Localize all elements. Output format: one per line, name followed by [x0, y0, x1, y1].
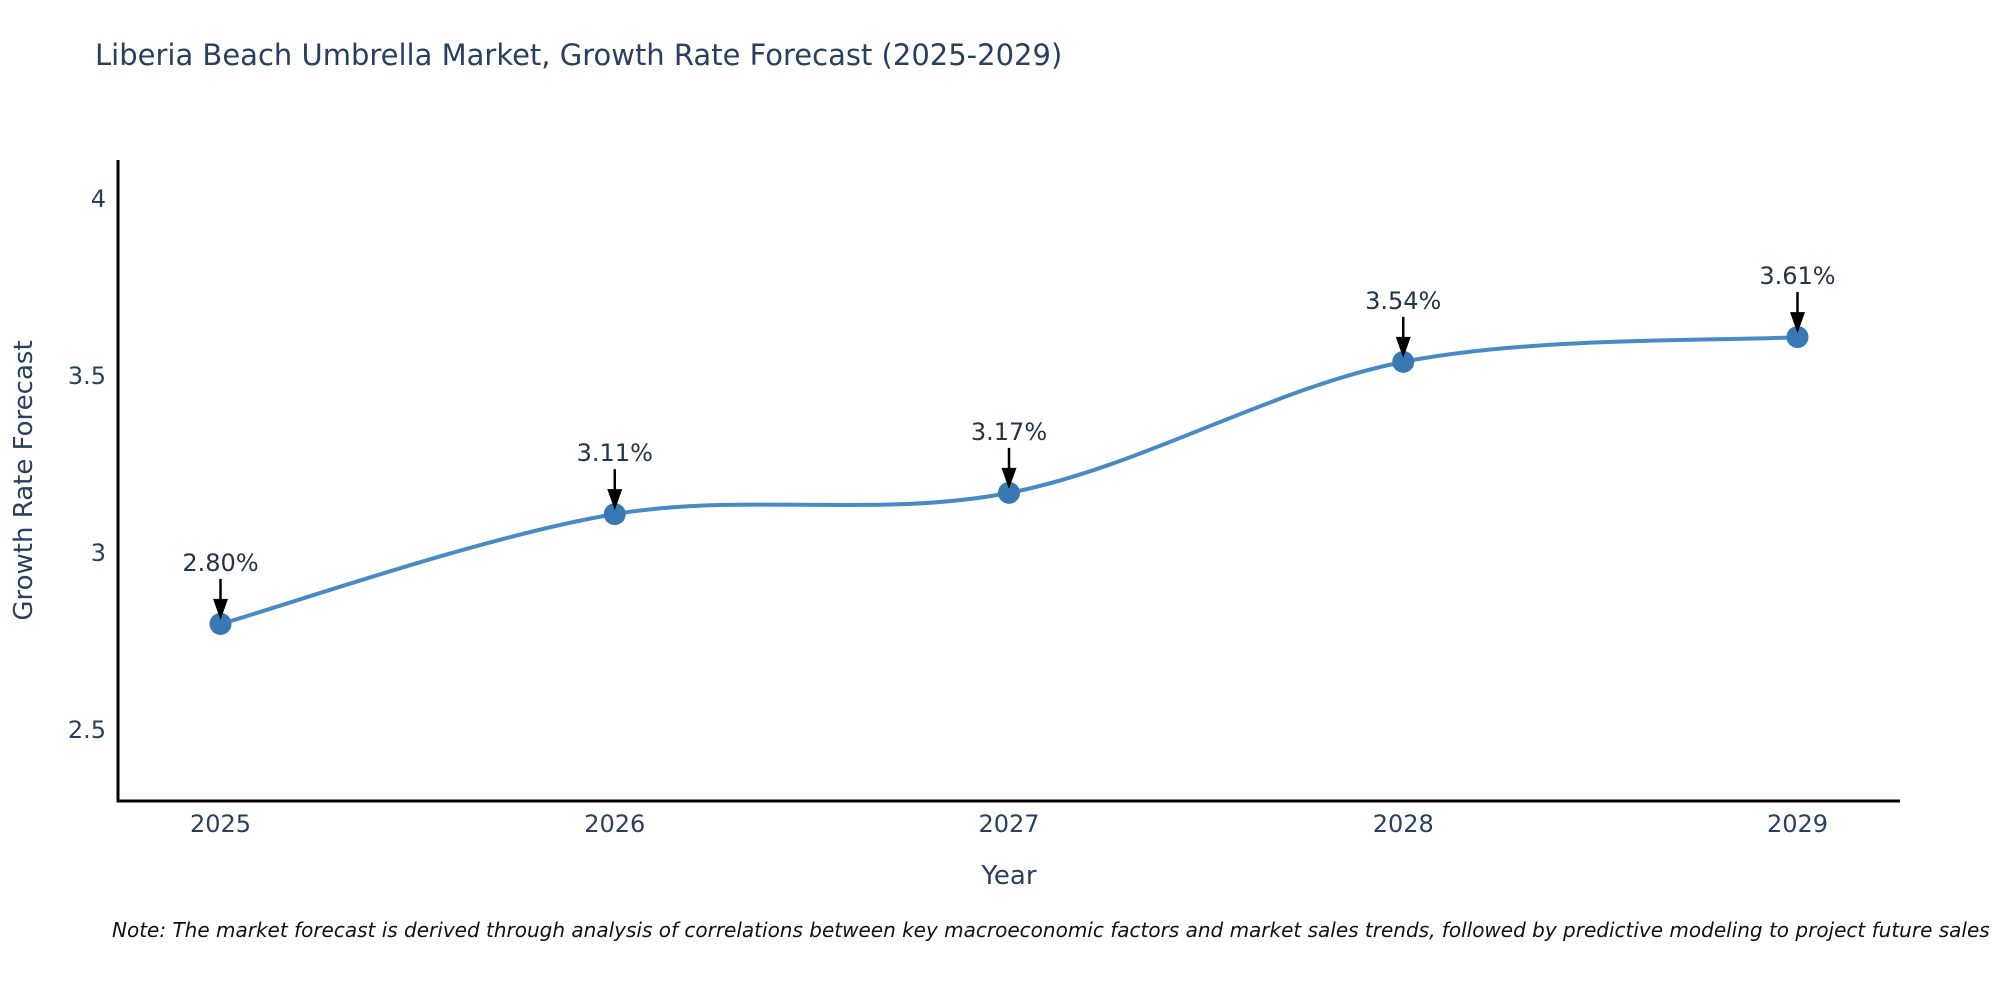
annotation-arrow-head — [1395, 336, 1411, 358]
annotation-arrow-head — [213, 598, 229, 620]
y-tick-label: 2.5 — [68, 716, 106, 744]
point-value-label: 3.54% — [1365, 287, 1441, 315]
data-point-2028[interactable] — [1392, 350, 1415, 373]
y-tick-label: 3.5 — [68, 362, 106, 390]
y-axis-title: Growth Rate Forecast — [9, 340, 39, 620]
x-tick-label: 2027 — [978, 810, 1039, 838]
footnote: Note: The market forecast is derived thr… — [112, 918, 1990, 942]
x-tick-label: 2026 — [584, 810, 645, 838]
data-point-2029[interactable] — [1786, 326, 1809, 349]
x-tick-label: 2028 — [1373, 810, 1434, 838]
point-value-label: 3.11% — [577, 439, 653, 467]
data-point-2026[interactable] — [603, 503, 626, 526]
point-value-label: 3.61% — [1759, 262, 1835, 290]
x-axis-title: Year — [980, 861, 1036, 891]
data-point-2025[interactable] — [209, 612, 232, 635]
x-tick-label: 2029 — [1767, 810, 1828, 838]
annotation-arrow-head — [607, 489, 623, 511]
point-value-label: 2.80% — [182, 549, 258, 577]
chart-title: Liberia Beach Umbrella Market, Growth Ra… — [95, 38, 1063, 72]
point-value-label: 3.17% — [971, 418, 1047, 446]
y-tick-label: 3 — [91, 539, 106, 567]
annotation-arrow-head — [1789, 312, 1805, 334]
x-tick-label: 2025 — [190, 810, 251, 838]
annotation-arrow-head — [1001, 467, 1017, 489]
data-point-2027[interactable] — [998, 481, 1020, 504]
y-tick-label: 4 — [91, 185, 106, 213]
